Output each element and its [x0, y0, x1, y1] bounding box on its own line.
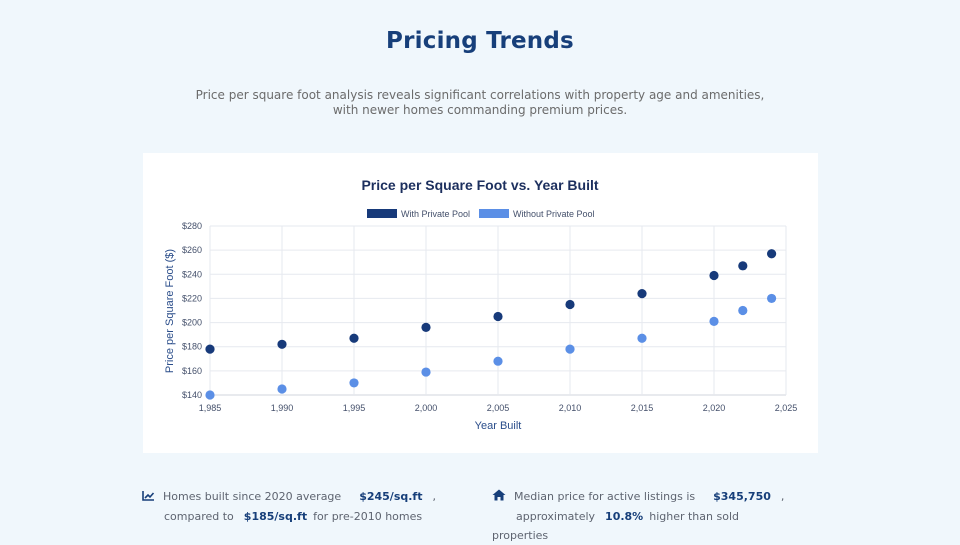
x-tick-label: 2,005: [487, 403, 510, 413]
x-tick-label: 2,010: [559, 403, 582, 413]
data-point-without-pool: [637, 333, 647, 343]
stat-text: ,: [432, 490, 436, 503]
stat-new-homes: Homes built since 2020 average $245/sq.ft…: [142, 487, 442, 526]
legend-swatch-with-pool: [367, 209, 397, 218]
page-subtitle: Price per square foot analysis reveals s…: [195, 88, 765, 117]
data-point-with-pool: [637, 289, 647, 299]
home-icon: [492, 488, 506, 507]
data-point-with-pool: [205, 344, 215, 354]
y-tick-label: $240: [182, 269, 202, 279]
x-tick-label: 2,015: [631, 403, 654, 413]
x-tick-label: 2,000: [415, 403, 438, 413]
data-point-with-pool: [493, 311, 503, 322]
chart-card: Price per Square Foot vs. Year Built Wit…: [143, 153, 818, 453]
data-point-with-pool: [565, 299, 575, 310]
data-point-without-pool: [277, 384, 287, 394]
data-point-without-pool: [767, 293, 777, 304]
stat-highlight: $245/sq.ft: [359, 490, 423, 503]
y-tick-label: $200: [182, 318, 202, 328]
chart-grid: [209, 225, 787, 396]
x-tick-label: 1,995: [343, 403, 366, 413]
y-tick-label: $180: [182, 342, 202, 352]
data-point-without-pool: [205, 390, 215, 400]
y-tick-label: $220: [182, 293, 202, 303]
y-tick-label: $260: [182, 245, 202, 255]
stat-highlight: $345,750: [713, 490, 771, 503]
x-tick-label: 2,025: [775, 403, 798, 413]
stat-median-price: Median price for active listings is $345,…: [492, 487, 792, 545]
stat-text: Homes built since 2020 average: [163, 490, 342, 503]
data-point-with-pool: [767, 249, 777, 259]
chart-ticks: $140 $160 $180 $200 $220 $240 $260 $280 1,985 1,9…: [182, 221, 797, 413]
legend-swatch-without-pool: [479, 209, 509, 218]
stat-text: for pre-2010 homes: [313, 509, 423, 523]
data-point-with-pool: [421, 322, 431, 332]
data-point-with-pool: [277, 339, 287, 349]
y-tick-label: $160: [182, 366, 202, 376]
stat-text: Median price for active listings is: [514, 490, 696, 503]
chart-points: [205, 249, 777, 400]
x-tick-label: 2,020: [703, 403, 726, 413]
stat-text: compared to: [164, 509, 234, 523]
x-tick-label: 1,985: [199, 403, 222, 413]
stat-highlight: 10.8%: [605, 509, 644, 523]
legend-label-with-pool: With Private Pool: [401, 209, 470, 219]
stat-text: higher than sold properties: [492, 509, 739, 542]
stat-text: ,: [780, 490, 785, 503]
chart-line-icon: [142, 488, 155, 507]
stat-text: approximately: [516, 509, 596, 523]
data-point-without-pool: [709, 316, 719, 326]
data-point-without-pool: [421, 367, 431, 377]
data-point-with-pool: [349, 333, 359, 343]
chart-legend: With Private Pool Without Private Pool: [367, 209, 595, 219]
y-axis-label: Price per Square Foot ($): [164, 249, 176, 373]
data-point-without-pool: [738, 305, 748, 316]
data-point-with-pool: [738, 261, 748, 271]
data-point-without-pool: [493, 356, 503, 366]
x-axis-label: Year Built: [475, 420, 522, 432]
y-tick-label: $140: [182, 390, 202, 400]
data-point-with-pool: [709, 270, 719, 281]
scatter-chart: Price per Square Foot vs. Year Built Wit…: [164, 177, 797, 432]
data-point-without-pool: [349, 378, 359, 388]
x-tick-label: 1,990: [271, 403, 294, 413]
chart-title: Price per Square Foot vs. Year Built: [361, 177, 598, 193]
y-tick-label: $280: [182, 221, 202, 231]
legend-label-without-pool: Without Private Pool: [513, 209, 595, 219]
data-point-without-pool: [565, 344, 575, 354]
stat-highlight: $185/sq.ft: [243, 509, 308, 523]
page-title: Pricing Trends: [386, 28, 574, 54]
